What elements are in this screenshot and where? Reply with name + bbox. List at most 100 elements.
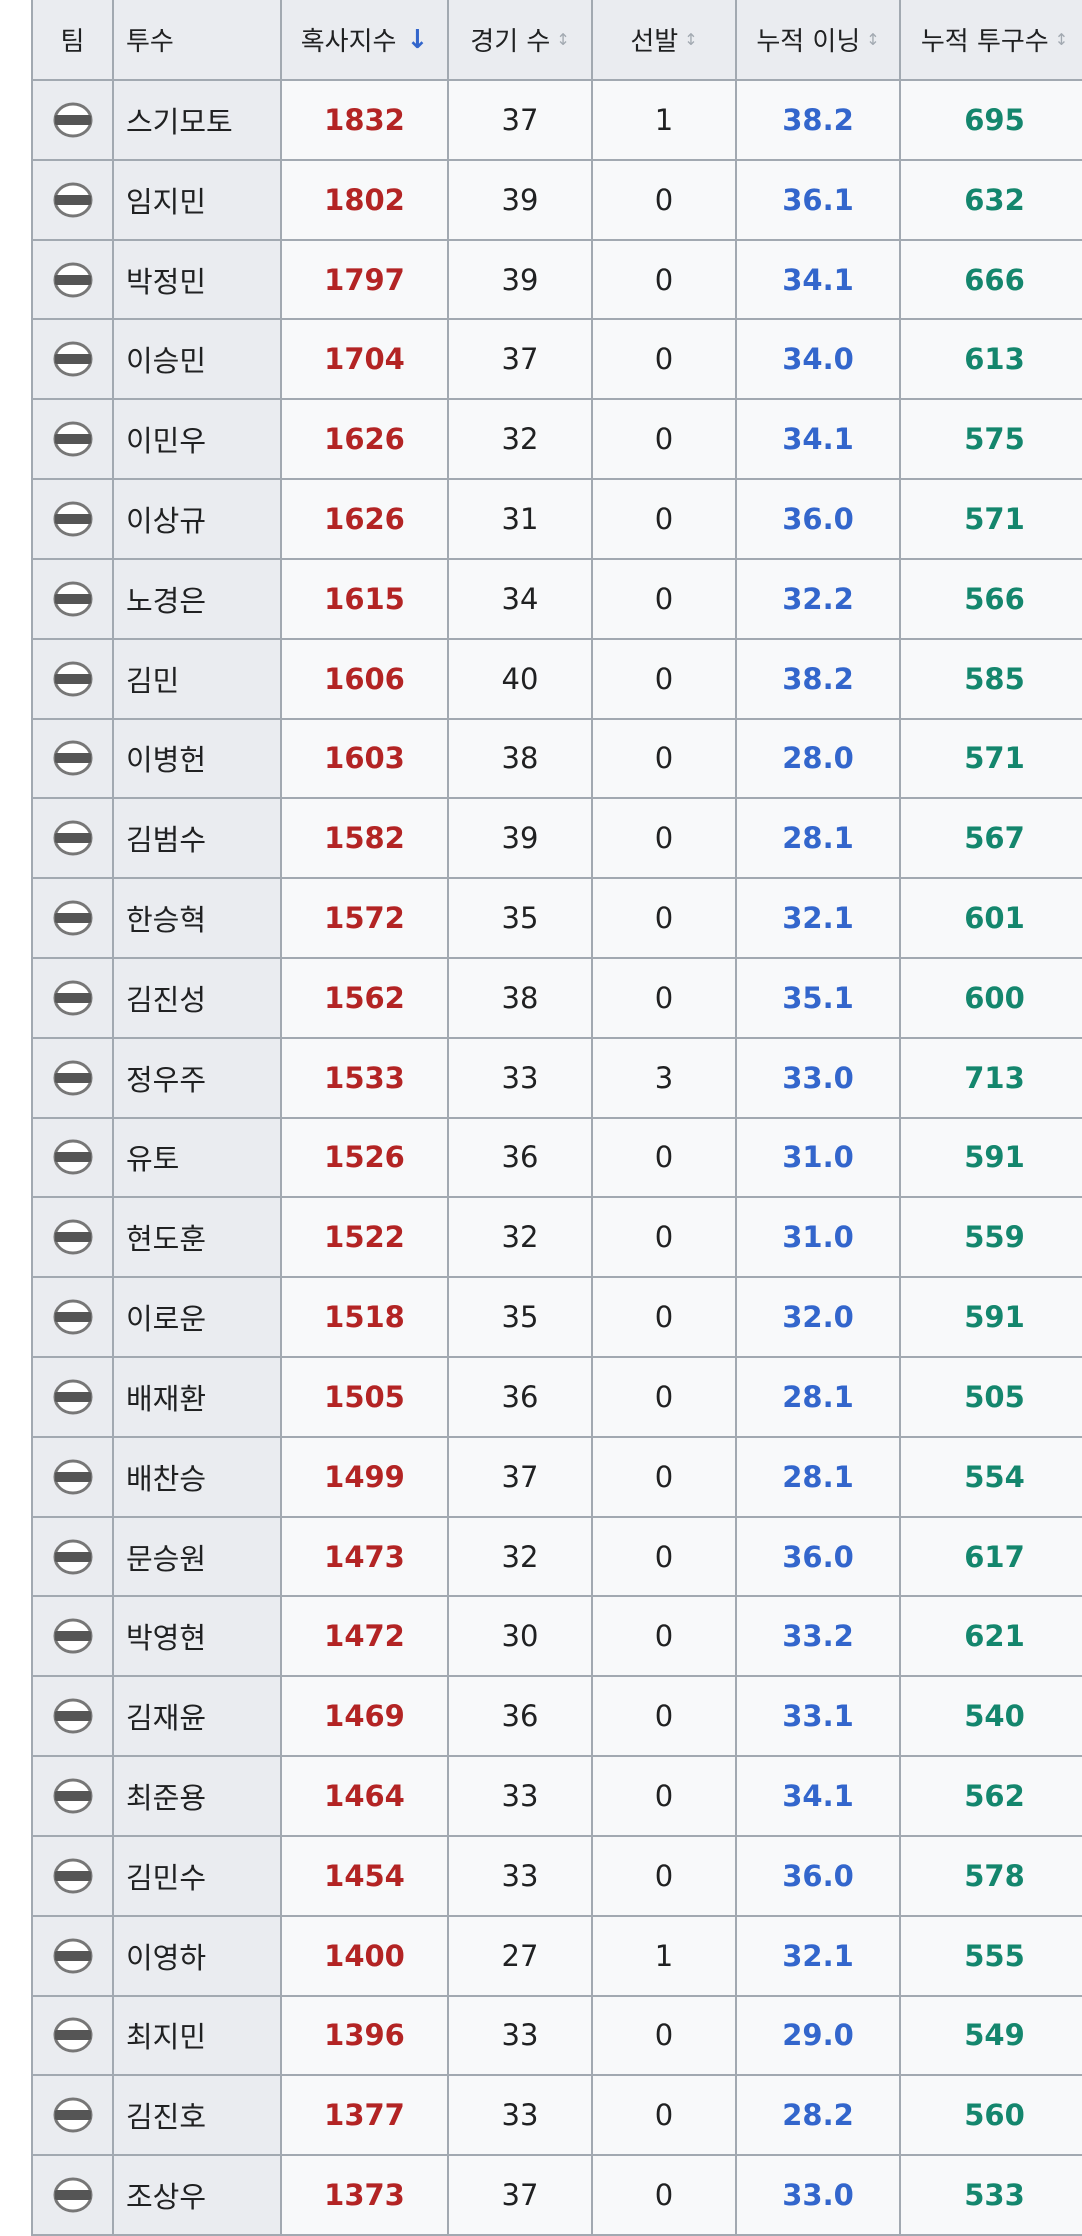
column-header[interactable]: 선발 ↕ — [593, 0, 737, 81]
cell-text: 540 — [964, 1699, 1025, 1734]
stat-cell: 1499 — [282, 1437, 449, 1518]
cell-text: 배찬승 — [126, 1461, 207, 1496]
pitcher-name: 정우주 — [114, 1038, 282, 1119]
stat-cell: 39 — [449, 240, 593, 321]
cell-text: 1797 — [324, 262, 405, 297]
team-logo-cell — [31, 2156, 114, 2236]
stat-cell: 1626 — [282, 480, 449, 560]
stat-cell: 1522 — [282, 1198, 449, 1279]
cell-text: 0 — [654, 342, 674, 377]
stat-cell: 666 — [901, 240, 1082, 321]
stat-cell: 560 — [901, 2076, 1082, 2157]
stat-cell: 1797 — [282, 240, 449, 321]
pitcher-name: 스기모토 — [114, 81, 282, 161]
cell-text: 555 — [964, 1938, 1025, 1973]
cell-text: 575 — [964, 422, 1025, 457]
cell-text: 이로운 — [126, 1302, 207, 1337]
cell-text: 40 — [501, 661, 539, 696]
cell-text: 1505 — [324, 1379, 405, 1414]
stat-cell: 36 — [449, 1677, 593, 1758]
team-logo — [53, 421, 92, 457]
stat-cell: 1373 — [282, 2156, 449, 2236]
team-logo — [53, 1778, 92, 1814]
stat-cell: 0 — [593, 1597, 737, 1678]
cell-text: 33.2 — [782, 1619, 854, 1654]
header-text: 누적 이닝 — [756, 27, 861, 57]
stat-cell: 33 — [449, 2076, 593, 2157]
stat-cell: 36.0 — [737, 1517, 901, 1598]
cell-text: 33.0 — [782, 1060, 854, 1095]
pitcher-name: 문승원 — [114, 1517, 282, 1598]
cell-text: 1615 — [324, 581, 405, 616]
cell-text: 36.0 — [782, 1858, 854, 1893]
column-header[interactable]: 누적 투구수 ↕ — [901, 0, 1082, 81]
cell-text: 이민우 — [126, 424, 207, 459]
stat-cell: 28.0 — [737, 719, 901, 800]
cell-text: 37 — [501, 342, 539, 377]
stat-cell: 36.0 — [737, 480, 901, 560]
cell-text: 31.0 — [782, 1140, 854, 1175]
cell-text: 35.1 — [782, 980, 854, 1015]
team-logo-cell — [31, 160, 114, 241]
cell-text: 32 — [501, 422, 539, 457]
team-logo — [53, 1858, 92, 1894]
team-logo-cell — [31, 81, 114, 161]
stat-cell: 28.1 — [737, 799, 901, 880]
pitcher-name: 이상규 — [114, 480, 282, 560]
stat-cell: 1626 — [282, 400, 449, 481]
header-text: 혹사지수 — [300, 27, 397, 57]
team-logo-cell — [31, 799, 114, 880]
pitcher-name: 김범수 — [114, 799, 282, 880]
cell-text: 0 — [654, 741, 674, 776]
team-logo-cell — [31, 480, 114, 560]
cell-text: 배재환 — [126, 1381, 207, 1416]
cell-text: 36 — [501, 1379, 539, 1414]
cell-text: 1377 — [324, 2098, 405, 2133]
cell-text: 0 — [654, 1779, 674, 1814]
cell-text: 0 — [654, 2018, 674, 2053]
cell-text: 666 — [964, 262, 1025, 297]
cell-text: 임지민 — [126, 184, 207, 219]
cell-text: 박영현 — [126, 1621, 207, 1656]
cell-text: 38 — [501, 980, 539, 1015]
cell-text: 33 — [501, 1060, 539, 1095]
team-logo — [53, 2017, 92, 2053]
cell-text: 36.0 — [782, 1539, 854, 1574]
team-logo — [53, 1459, 92, 1495]
team-logo — [53, 1060, 92, 1096]
cell-text: 32 — [501, 1539, 539, 1574]
cell-text: 560 — [964, 2098, 1025, 2133]
cell-text: 0 — [654, 1300, 674, 1335]
cell-text: 김재윤 — [126, 1701, 207, 1736]
cell-text: 33.1 — [782, 1699, 854, 1734]
sort-icon: ↕ — [866, 30, 880, 49]
cell-text: 정우주 — [126, 1062, 207, 1097]
cell-text: 549 — [964, 2018, 1025, 2053]
stat-cell: 713 — [901, 1038, 1082, 1119]
stat-cell: 555 — [901, 1916, 1082, 1997]
cell-text: 1572 — [324, 901, 405, 936]
stat-cell: 0 — [593, 240, 737, 321]
column-header[interactable]: 누적 이닝 ↕ — [737, 0, 901, 81]
column-header[interactable]: 혹사지수 ↓ — [282, 0, 449, 81]
stat-cell: 0 — [593, 1677, 737, 1758]
pitcher-name: 조상우 — [114, 2156, 282, 2236]
cell-text: 0 — [654, 422, 674, 457]
cell-text: 613 — [964, 342, 1025, 377]
column-header[interactable]: 경기 수 ↕ — [449, 0, 593, 81]
stat-cell: 32 — [449, 400, 593, 481]
stat-cell: 33.0 — [737, 1038, 901, 1119]
column-header: 투수 — [114, 0, 282, 81]
stat-cell: 0 — [593, 799, 737, 880]
cell-text: 571 — [964, 501, 1025, 536]
sort-icon: ↕ — [684, 30, 698, 49]
cell-text: 34.1 — [782, 422, 854, 457]
team-logo-cell — [31, 1437, 114, 1518]
pitcher-name: 이민우 — [114, 400, 282, 481]
stat-cell: 0 — [593, 480, 737, 560]
stat-cell: 38.2 — [737, 639, 901, 720]
cell-text: 김범수 — [126, 823, 207, 858]
team-logo — [53, 1299, 92, 1335]
team-logo — [53, 182, 92, 218]
cell-text: 1 — [654, 1938, 674, 1973]
